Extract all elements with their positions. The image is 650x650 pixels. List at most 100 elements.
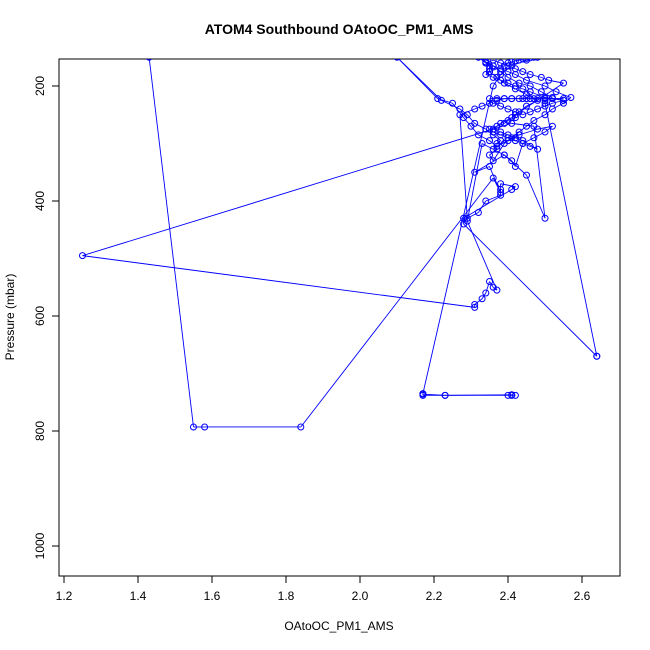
- data-point: [482, 197, 490, 205]
- data-point: [478, 102, 486, 110]
- data-point: [530, 134, 538, 142]
- series-segment: [507, 82, 516, 87]
- data-point: [523, 59, 530, 62]
- data-point: [497, 68, 505, 76]
- data-point: [489, 128, 497, 136]
- data-point: [449, 99, 456, 107]
- data-point: [497, 191, 505, 199]
- data-point: [560, 99, 567, 107]
- data-point: [419, 390, 427, 398]
- data-point: [515, 108, 523, 116]
- data-point: [560, 96, 567, 104]
- data-point: [456, 111, 464, 119]
- y-tick-label: 400: [33, 191, 47, 211]
- data-point: [534, 96, 542, 104]
- series-segment: [511, 122, 534, 127]
- data-point: [393, 59, 401, 61]
- data-point: [474, 209, 482, 216]
- data-point: [593, 352, 601, 360]
- series-segment: [507, 71, 516, 75]
- data-point: [511, 114, 519, 122]
- data-point: [541, 82, 549, 90]
- series-segment: [493, 59, 501, 64]
- series-segment: [526, 120, 535, 127]
- data-point: [526, 59, 534, 62]
- data-point: [478, 295, 486, 303]
- y-tick-label: 1000: [33, 532, 47, 559]
- data-point: [511, 82, 519, 90]
- series-segment: [470, 125, 479, 136]
- data-point: [511, 134, 519, 142]
- data-point: [497, 128, 505, 136]
- data-point: [511, 183, 519, 191]
- series-segment: [459, 114, 468, 219]
- series-segment: [493, 102, 501, 107]
- data-point: [500, 95, 508, 103]
- data-point: [475, 59, 482, 61]
- data-point: [482, 59, 490, 67]
- data-point: [493, 145, 501, 153]
- data-point: [489, 59, 497, 64]
- data-point: [511, 85, 519, 93]
- data-point: [79, 252, 86, 260]
- data-point: [523, 171, 530, 179]
- series-segment: [500, 105, 509, 110]
- data-point: [471, 303, 479, 311]
- data-point: [508, 59, 516, 66]
- data-point: [508, 62, 516, 70]
- series-segment: [529, 85, 542, 93]
- series-segment: [533, 131, 546, 139]
- data-point: [500, 151, 508, 159]
- data-point: [548, 95, 556, 103]
- data-point: [515, 95, 523, 103]
- data-point: [526, 71, 534, 78]
- data-point: [489, 174, 497, 182]
- data-point: [500, 79, 508, 87]
- series-segment: [527, 58, 531, 59]
- data-point: [526, 142, 534, 150]
- data-point: [478, 140, 486, 147]
- data-point: [541, 94, 549, 101]
- data-point: [471, 119, 479, 127]
- series-segment: [481, 143, 494, 150]
- series-segment: [466, 114, 476, 124]
- data-point: [530, 59, 537, 61]
- series-segment: [485, 59, 494, 64]
- data-point: [486, 95, 493, 103]
- series-segment: [500, 71, 509, 78]
- data-point: [530, 95, 538, 103]
- data-point: [523, 76, 530, 84]
- data-point: [489, 73, 497, 81]
- data-point: [493, 95, 501, 103]
- series-segment: [422, 393, 446, 396]
- data-point: [530, 117, 538, 124]
- series-segment: [515, 74, 527, 81]
- data-point: [508, 157, 516, 165]
- x-tick-label: 1.6: [204, 589, 221, 603]
- x-tick-label: 2.0: [352, 589, 369, 603]
- series-segment: [514, 143, 524, 167]
- x-tick-label: 1.4: [130, 589, 147, 603]
- series-segment: [489, 140, 498, 147]
- series-segment: [82, 255, 475, 308]
- series-segment: [445, 394, 512, 396]
- data-point: [441, 391, 449, 399]
- data-point: [489, 82, 497, 90]
- data-point: [486, 99, 493, 107]
- data-point: [515, 128, 523, 136]
- data-point: [504, 134, 512, 142]
- series-segment: [555, 91, 572, 98]
- series-segment: [548, 79, 564, 84]
- data-point: [523, 122, 530, 130]
- data-point: [474, 131, 482, 139]
- series-segment: [478, 134, 490, 142]
- data-point: [486, 65, 493, 73]
- series-segment: [492, 134, 501, 141]
- series-segment: [467, 212, 479, 219]
- data-point: [471, 105, 479, 113]
- data-point: [493, 286, 501, 294]
- series-segment: [398, 59, 442, 101]
- data-point: [471, 168, 479, 176]
- data-point: [541, 102, 549, 110]
